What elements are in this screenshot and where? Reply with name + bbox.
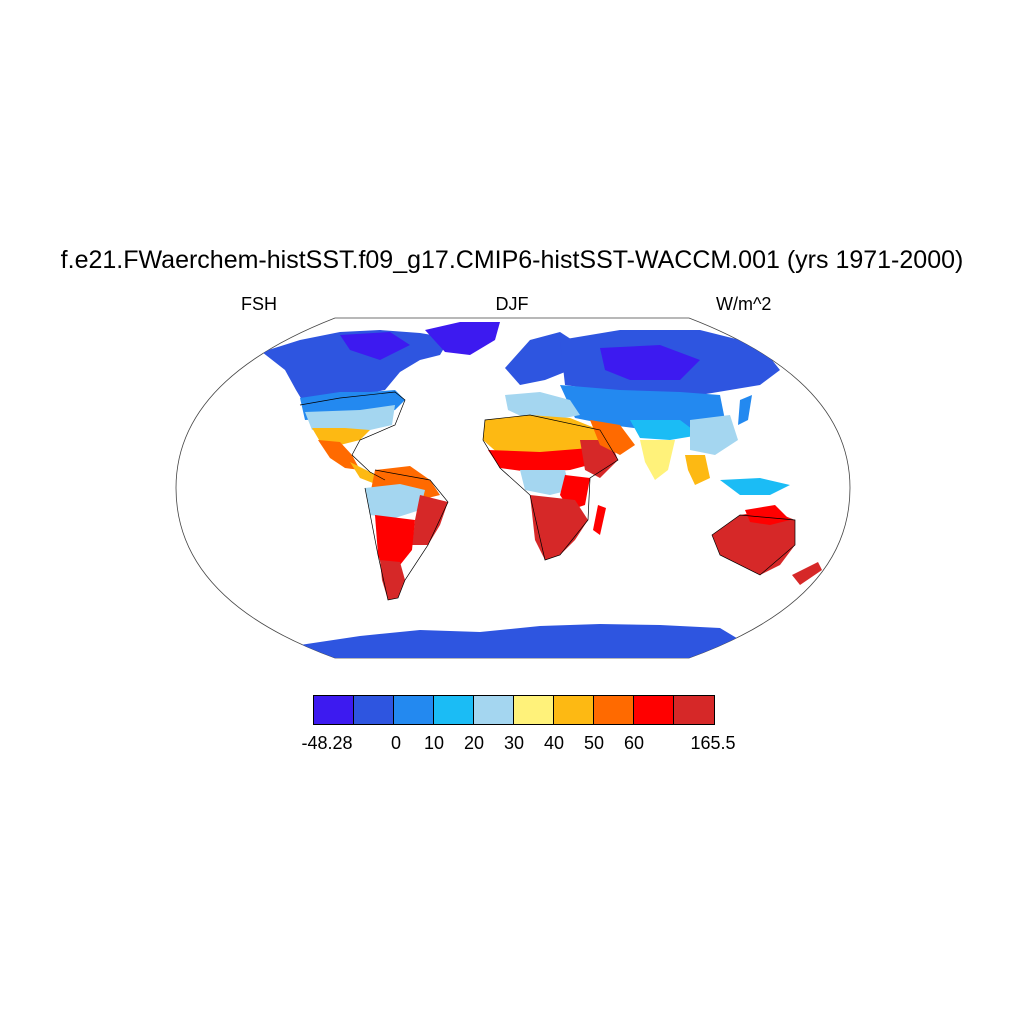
- colorbar-box-0: [314, 696, 354, 724]
- colorbar-box-4: [474, 696, 514, 724]
- colorbar-tick-label: 40: [543, 733, 565, 753]
- plot-title: f.e21.FWaerchem-histSST.f09_g17.CMIP6-hi…: [60, 246, 964, 274]
- units-label: W/m^2: [716, 294, 772, 314]
- colorbar-tick-label: -48.28: [301, 733, 353, 753]
- india: [640, 440, 675, 480]
- south-america-south: [375, 515, 415, 575]
- siberia-cold: [600, 345, 700, 380]
- mediterranean: [505, 392, 580, 420]
- colorbar-tick-label: 165.5: [690, 733, 736, 753]
- colorbar-tick-label: 30: [503, 733, 525, 753]
- australia: [712, 510, 795, 575]
- colorbar-box-8: [634, 696, 674, 724]
- japan: [738, 395, 752, 425]
- china-south: [690, 415, 738, 455]
- indonesia: [720, 478, 790, 495]
- colorbar-box-3: [434, 696, 474, 724]
- amazon: [365, 484, 425, 518]
- colorbar-box-7: [594, 696, 634, 724]
- colorbar-tick-label: 0: [390, 733, 402, 753]
- colorbar-tick-label: 60: [623, 733, 645, 753]
- argentina: [380, 560, 405, 600]
- southern-africa: [530, 495, 588, 560]
- colorbar-box-1: [354, 696, 394, 724]
- colorbar-box-9: [674, 696, 714, 724]
- antarctica: [300, 624, 740, 658]
- canada-north: [340, 332, 410, 360]
- coastlines: [299, 391, 796, 601]
- colorbar-box-2: [394, 696, 434, 724]
- australia-north: [745, 505, 790, 525]
- brazil-east: [412, 495, 448, 545]
- tibet: [630, 420, 700, 440]
- colorbar-box-6: [554, 696, 594, 724]
- southeast-asia: [685, 455, 710, 485]
- season-label: DJF: [495, 294, 529, 314]
- colorbar-box-5: [514, 696, 554, 724]
- madagascar: [593, 505, 606, 535]
- congo: [520, 470, 570, 495]
- colorbar-tick-label: 20: [463, 733, 485, 753]
- arabia: [590, 420, 635, 455]
- north-america-arctic: [262, 330, 450, 405]
- colorbar: [313, 695, 715, 725]
- new-zealand: [792, 562, 822, 585]
- colorbar-tick-label: 50: [583, 733, 605, 753]
- greenland: [425, 322, 500, 355]
- variable-label: FSH: [241, 294, 277, 314]
- mexico: [318, 440, 360, 470]
- usa: [305, 405, 395, 432]
- horn-of-africa: [580, 440, 618, 478]
- land-fields: [262, 322, 822, 658]
- sahel: [488, 448, 600, 472]
- colorbar-tick-label: 10: [423, 733, 445, 753]
- central-asia: [560, 385, 725, 430]
